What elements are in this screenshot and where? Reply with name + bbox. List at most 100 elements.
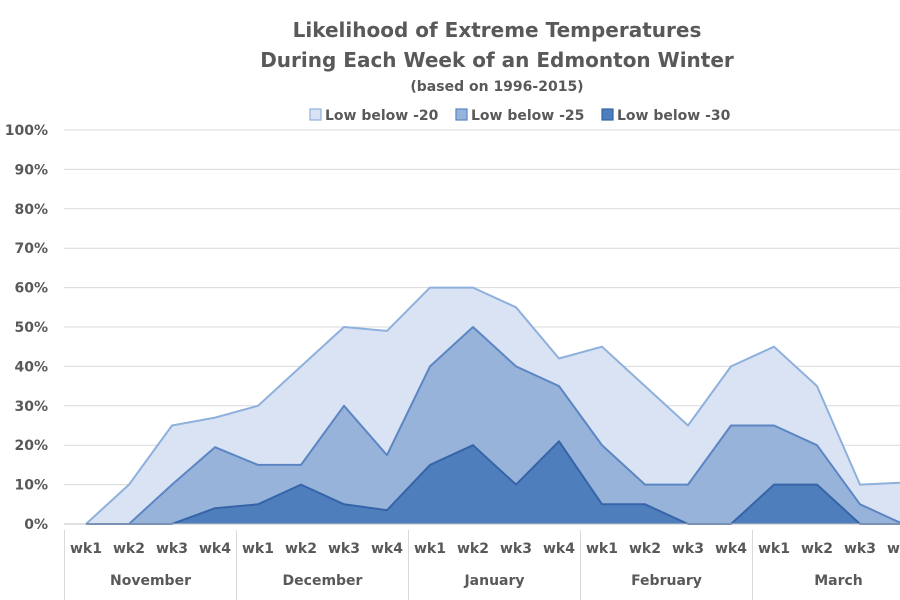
- data-point: [472, 326, 474, 328]
- y-tick-label: 80%: [14, 202, 48, 218]
- data-point: [558, 385, 560, 387]
- y-tick-label: 70%: [14, 241, 48, 257]
- data-point: [687, 424, 689, 426]
- y-tick-label: 50%: [14, 320, 48, 336]
- legend-item-1: Low below -20: [309, 108, 439, 124]
- series-line-2: [86, 326, 900, 525]
- data-point: [773, 346, 775, 348]
- y-tick-label: 90%: [14, 162, 48, 178]
- data-point: [515, 365, 517, 367]
- data-point: [386, 509, 388, 511]
- series-line-1: [85, 286, 900, 525]
- data-point: [601, 444, 603, 446]
- data-point: [171, 424, 173, 426]
- data-point: [515, 483, 517, 485]
- data-point: [558, 440, 560, 442]
- legend-item-3: Low below -30: [601, 108, 731, 124]
- legend-swatch: [455, 108, 468, 121]
- data-point: [644, 503, 646, 505]
- data-point: [300, 365, 302, 367]
- x-tick-label: wk3: [156, 541, 188, 557]
- y-tick-label: 0%: [24, 517, 48, 533]
- data-point: [816, 444, 818, 446]
- x-tick-label: wk4: [715, 541, 747, 557]
- data-point: [386, 330, 388, 332]
- y-tick-label: 30%: [14, 399, 48, 415]
- data-point: [171, 483, 173, 485]
- month-label: November: [110, 573, 191, 589]
- data-point: [601, 503, 603, 505]
- chart-subtitle: During Each Week of an Edmonton Winter: [260, 48, 734, 72]
- data-point: [472, 286, 474, 288]
- data-point: [343, 405, 345, 407]
- data-point: [644, 385, 646, 387]
- y-tick-label: 100%: [5, 123, 48, 139]
- data-point: [429, 365, 431, 367]
- data-point: [128, 483, 130, 485]
- data-point: [515, 306, 517, 308]
- x-tick-label: wk3: [672, 541, 704, 557]
- legend-swatch: [309, 108, 322, 121]
- x-axis: wk1 wk2 wk3 wk4 wk1 wk2 wk3 wk4 wk1 wk2 wk3 wk4 wk1 w…: [64, 523, 900, 600]
- legend-label: Low below -25: [471, 108, 584, 124]
- series-area-3: [86, 441, 900, 524]
- y-tick-label: 20%: [14, 438, 48, 454]
- month-label: January: [463, 573, 524, 589]
- month-label: February: [631, 573, 702, 589]
- data-point: [214, 416, 216, 418]
- data-point: [601, 346, 603, 348]
- data-point: [300, 483, 302, 485]
- x-tick-label: wk4: [371, 541, 403, 557]
- x-tick-label: wk3: [500, 541, 532, 557]
- month-label: December: [283, 573, 363, 589]
- data-point: [214, 446, 216, 448]
- data-point: [429, 286, 431, 288]
- legend: Low below -20 Low below -25 Low below -30: [309, 108, 731, 124]
- legend-label: Low below -30: [617, 108, 731, 124]
- y-tick-label: 40%: [14, 359, 48, 375]
- x-tick-label: wk1: [70, 541, 102, 557]
- data-point: [300, 464, 302, 466]
- series-line-3: [86, 440, 900, 525]
- data-point: [343, 503, 345, 505]
- data-point: [429, 464, 431, 466]
- series-areas: [85, 286, 900, 525]
- x-tick-label: wk2: [801, 541, 833, 557]
- data-point: [773, 483, 775, 485]
- data-point: [730, 365, 732, 367]
- data-point: [343, 326, 345, 328]
- x-tick-label: wk1: [586, 541, 618, 557]
- x-tick-label: wk2: [113, 541, 145, 557]
- data-point: [687, 483, 689, 485]
- data-point: [214, 507, 216, 509]
- data-point: [257, 405, 259, 407]
- chart-title: Likelihood of Extreme Temperatures: [293, 18, 702, 42]
- x-tick-label: wk2: [285, 541, 317, 557]
- x-tick-label: wk3: [844, 541, 876, 557]
- series-area-2: [86, 327, 900, 524]
- data-point: [644, 483, 646, 485]
- legend-label: Low below -20: [325, 108, 439, 124]
- x-tick-label: wk2: [629, 541, 661, 557]
- x-tick-label: wk3: [328, 541, 360, 557]
- data-point: [859, 483, 861, 485]
- data-point: [816, 385, 818, 387]
- x-tick-label: wk1: [758, 541, 790, 557]
- data-point: [558, 357, 560, 359]
- x-tick-label: wk4: [887, 541, 900, 557]
- data-point: [816, 483, 818, 485]
- month-label: March: [814, 573, 863, 589]
- data-point: [257, 464, 259, 466]
- x-tick-label: wk1: [414, 541, 446, 557]
- legend-swatch: [601, 108, 614, 121]
- data-point: [472, 444, 474, 446]
- y-axis: 0% 10% 20% 30% 40% 50% 60% 70% 80% 90% 100%: [5, 123, 48, 533]
- data-point: [257, 503, 259, 505]
- y-tick-label: 60%: [14, 281, 48, 297]
- data-point: [773, 424, 775, 426]
- legend-item-2: Low below -25: [455, 108, 584, 124]
- x-tick-label: wk4: [543, 541, 575, 557]
- data-point: [386, 454, 388, 456]
